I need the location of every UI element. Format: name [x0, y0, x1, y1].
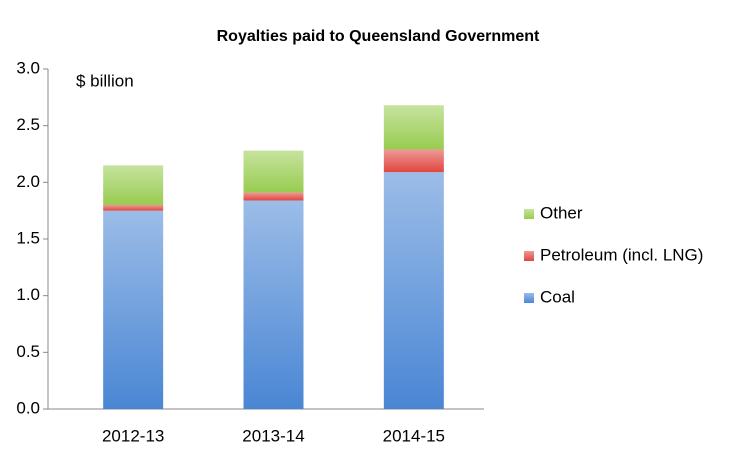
bar-segment: [243, 150, 304, 193]
legend-label: Petroleum (incl. LNG): [540, 245, 703, 264]
bar-segment: [383, 149, 444, 173]
bar-segment: [103, 210, 164, 409]
bar-segment: [103, 205, 164, 211]
y-tick-label: 0.0: [16, 398, 40, 417]
y-tick-label: 0.5: [16, 342, 40, 361]
legend-label: Coal: [540, 287, 575, 306]
bar-segment: [383, 105, 444, 150]
legend-swatch: [524, 209, 534, 219]
legend-swatch: [524, 251, 534, 261]
bar-segment: [243, 200, 304, 409]
bar-segment: [383, 172, 444, 409]
y-tick-label: 1.5: [16, 228, 40, 247]
bar-segment: [243, 192, 304, 201]
bar-segment: [103, 165, 164, 205]
legend-label: Other: [540, 203, 583, 222]
legend-swatch: [524, 293, 534, 303]
chart-title: Royalties paid to Queensland Government: [217, 28, 540, 45]
x-tick-label: 2014-15: [383, 426, 445, 445]
y-tick-label: 2.5: [16, 115, 40, 134]
x-tick-label: 2013-14: [242, 426, 304, 445]
y-tick-label: 1.0: [16, 285, 40, 304]
x-tick-label: 2012-13: [102, 426, 164, 445]
y-tick-label: 3.0: [16, 58, 40, 77]
y-tick-label: 2.0: [16, 172, 40, 191]
annotation: $ billion: [76, 71, 134, 90]
